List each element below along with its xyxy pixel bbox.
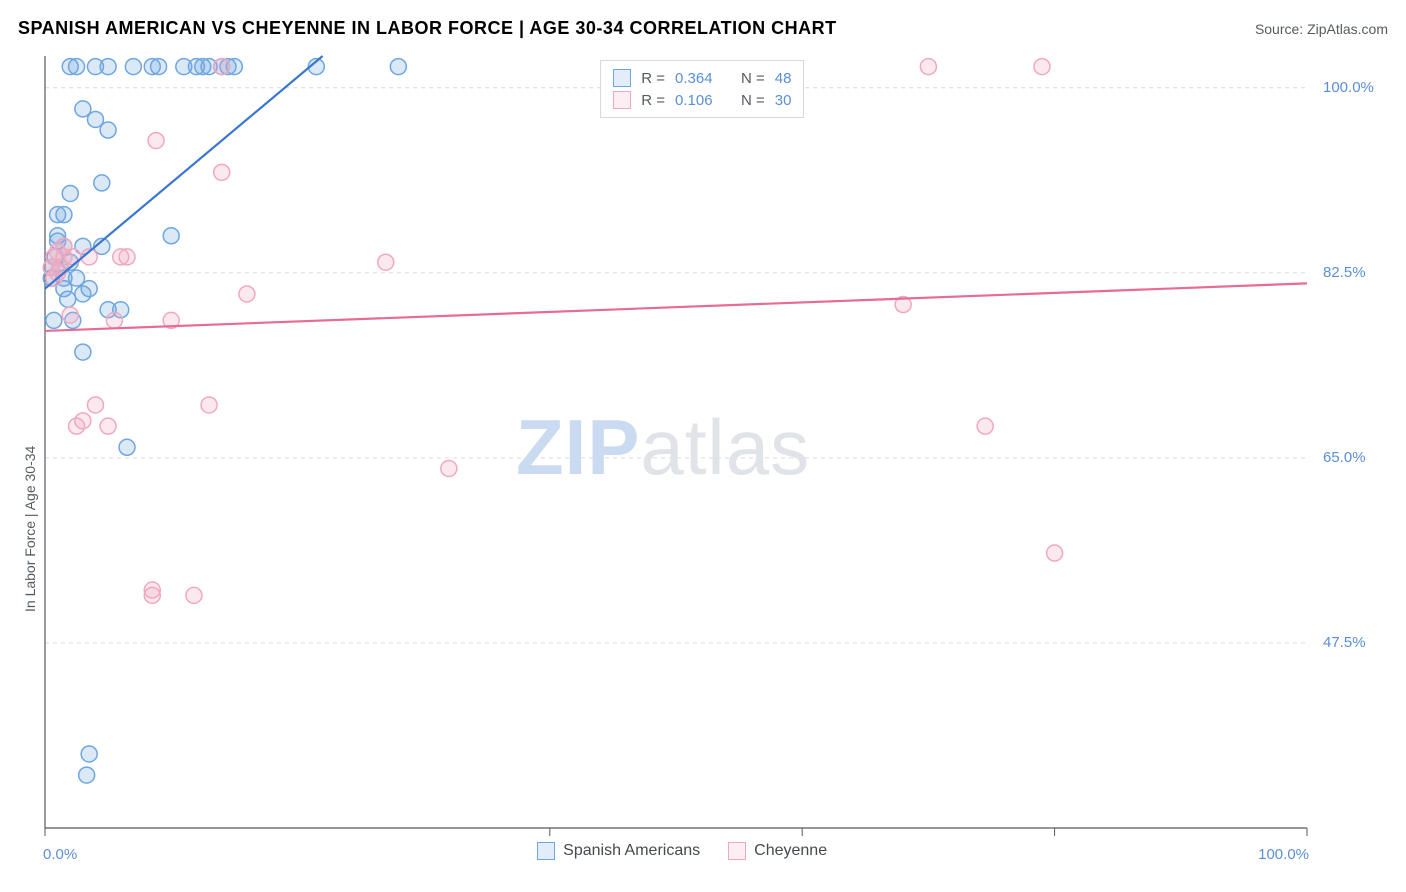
legend-swatch bbox=[613, 91, 631, 109]
data-point bbox=[62, 307, 78, 323]
legend-r-value: 0.106 bbox=[675, 92, 731, 109]
data-point bbox=[1034, 59, 1050, 75]
series-legend: Spanish Americans Cheyenne bbox=[537, 842, 827, 860]
data-point bbox=[214, 164, 230, 180]
data-point bbox=[106, 312, 122, 328]
y-axis-label: In Labor Force | Age 30-34 bbox=[22, 446, 38, 612]
data-point bbox=[390, 59, 406, 75]
source-label: Source: ZipAtlas.com bbox=[1255, 21, 1388, 37]
data-point bbox=[100, 122, 116, 138]
data-point bbox=[151, 59, 167, 75]
legend-r-key: R = bbox=[641, 70, 665, 87]
legend-swatch bbox=[537, 842, 555, 860]
correlation-legend: R = 0.364 N = 48 R = 0.106 N = 30 bbox=[600, 60, 804, 118]
data-point bbox=[100, 59, 116, 75]
data-point bbox=[60, 291, 76, 307]
legend-swatch bbox=[728, 842, 746, 860]
data-point bbox=[441, 460, 457, 476]
data-point bbox=[920, 59, 936, 75]
data-point bbox=[81, 746, 97, 762]
legend-n-value: 48 bbox=[775, 70, 792, 87]
data-point bbox=[378, 254, 394, 270]
data-point bbox=[87, 397, 103, 413]
legend-r-value: 0.364 bbox=[675, 70, 731, 87]
legend-label: Cheyenne bbox=[754, 842, 827, 860]
legend-r-key: R = bbox=[641, 92, 665, 109]
legend-item: Spanish Americans bbox=[537, 842, 700, 860]
scatter-plot bbox=[45, 56, 1307, 828]
data-point bbox=[69, 59, 85, 75]
y-tick-label: 47.5% bbox=[1323, 634, 1366, 651]
y-tick-label: 82.5% bbox=[1323, 264, 1366, 281]
title-bar: SPANISH AMERICAN VS CHEYENNE IN LABOR FO… bbox=[18, 18, 1388, 39]
data-point bbox=[75, 413, 91, 429]
data-point bbox=[46, 312, 62, 328]
legend-label: Spanish Americans bbox=[563, 842, 700, 860]
data-point bbox=[125, 59, 141, 75]
x-tick-label: 100.0% bbox=[1258, 846, 1309, 863]
data-point bbox=[201, 397, 217, 413]
legend-n-key: N = bbox=[741, 70, 765, 87]
y-tick-label: 100.0% bbox=[1323, 79, 1374, 96]
legend-n-value: 30 bbox=[775, 92, 792, 109]
legend-n-key: N = bbox=[741, 92, 765, 109]
data-point bbox=[62, 185, 78, 201]
data-point bbox=[94, 175, 110, 191]
legend-item: Cheyenne bbox=[728, 842, 827, 860]
data-point bbox=[81, 281, 97, 297]
data-point bbox=[119, 439, 135, 455]
trend-line bbox=[45, 283, 1307, 331]
legend-row: R = 0.106 N = 30 bbox=[613, 89, 791, 111]
legend-swatch bbox=[613, 69, 631, 87]
data-point bbox=[65, 249, 81, 265]
y-tick-label: 65.0% bbox=[1323, 449, 1366, 466]
x-tick-label: 0.0% bbox=[43, 846, 77, 863]
data-point bbox=[79, 767, 95, 783]
trend-line bbox=[45, 56, 323, 289]
data-point bbox=[119, 249, 135, 265]
legend-row: R = 0.364 N = 48 bbox=[613, 67, 791, 89]
data-point bbox=[75, 344, 91, 360]
data-point bbox=[163, 228, 179, 244]
data-point bbox=[214, 59, 230, 75]
data-point bbox=[56, 207, 72, 223]
chart-title: SPANISH AMERICAN VS CHEYENNE IN LABOR FO… bbox=[18, 18, 837, 39]
data-point bbox=[100, 418, 116, 434]
data-point bbox=[239, 286, 255, 302]
data-point bbox=[148, 133, 164, 149]
data-point bbox=[1047, 545, 1063, 561]
data-point bbox=[186, 587, 202, 603]
data-point bbox=[144, 582, 160, 598]
data-point bbox=[977, 418, 993, 434]
